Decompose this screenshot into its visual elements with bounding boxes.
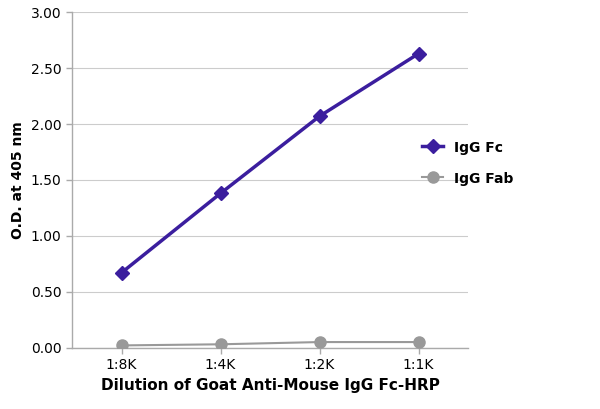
Line: IgG Fc: IgG Fc — [116, 49, 424, 278]
IgG Fc — [316, 114, 323, 119]
IgG Fab — [217, 342, 224, 347]
X-axis label: Dilution of Goat Anti-Mouse IgG Fc-HRP: Dilution of Goat Anti-Mouse IgG Fc-HRP — [101, 378, 439, 393]
IgG Fc — [118, 270, 125, 275]
IgG Fab — [118, 343, 125, 348]
Line: IgG Fab: IgG Fab — [116, 337, 424, 351]
IgG Fab — [316, 339, 323, 344]
IgG Fc — [415, 51, 422, 56]
Y-axis label: O.D. at 405 nm: O.D. at 405 nm — [11, 121, 25, 239]
IgG Fc — [217, 191, 224, 196]
IgG Fab — [415, 339, 422, 344]
Legend: IgG Fc, IgG Fab: IgG Fc, IgG Fab — [415, 134, 520, 193]
